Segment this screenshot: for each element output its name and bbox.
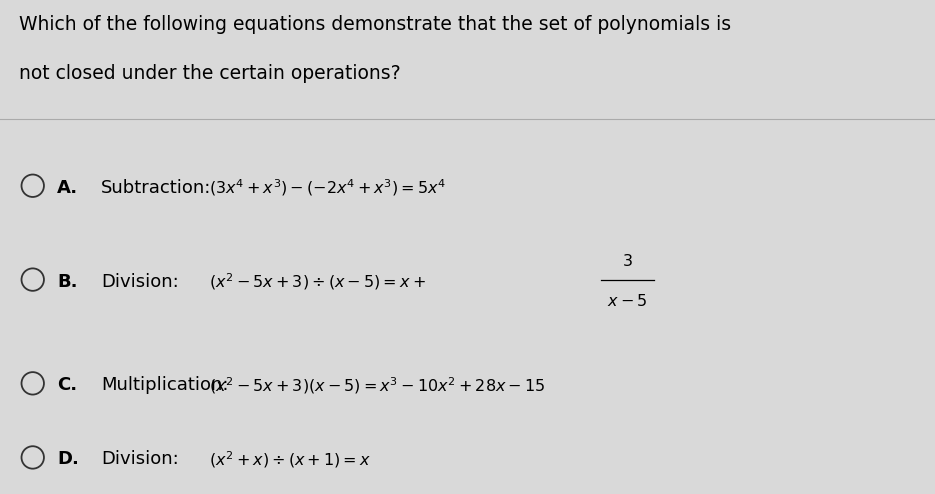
Text: Multiplication:: Multiplication: (101, 376, 228, 394)
Text: Subtraction:: Subtraction: (101, 179, 211, 197)
Text: Division:: Division: (101, 451, 179, 468)
Text: $(3x^4 + x^3) - (-2x^4 + x^3) = 5x^4$: $(3x^4 + x^3) - (-2x^4 + x^3) = 5x^4$ (209, 177, 446, 198)
Text: not closed under the certain operations?: not closed under the certain operations? (19, 64, 400, 83)
Text: B.: B. (57, 273, 78, 290)
Text: Which of the following equations demonstrate that the set of polynomials is: Which of the following equations demonst… (19, 15, 731, 34)
Text: A.: A. (57, 179, 79, 197)
Text: D.: D. (57, 451, 79, 468)
Text: C.: C. (57, 376, 78, 394)
Text: $3$: $3$ (622, 253, 633, 269)
Text: $(x^2 - 5x + 3)(x - 5) = x^3 - 10x^2 + 28x - 15$: $(x^2 - 5x + 3)(x - 5) = x^3 - 10x^2 + 2… (209, 375, 545, 396)
Text: $(x^2 - 5x + 3) \div (x - 5) = x +$: $(x^2 - 5x + 3) \div (x - 5) = x +$ (209, 271, 425, 292)
Text: $x - 5$: $x - 5$ (607, 293, 648, 309)
Text: $(x^2 + x) \div (x + 1) = x$: $(x^2 + x) \div (x + 1) = x$ (209, 449, 370, 470)
Text: Division:: Division: (101, 273, 179, 290)
